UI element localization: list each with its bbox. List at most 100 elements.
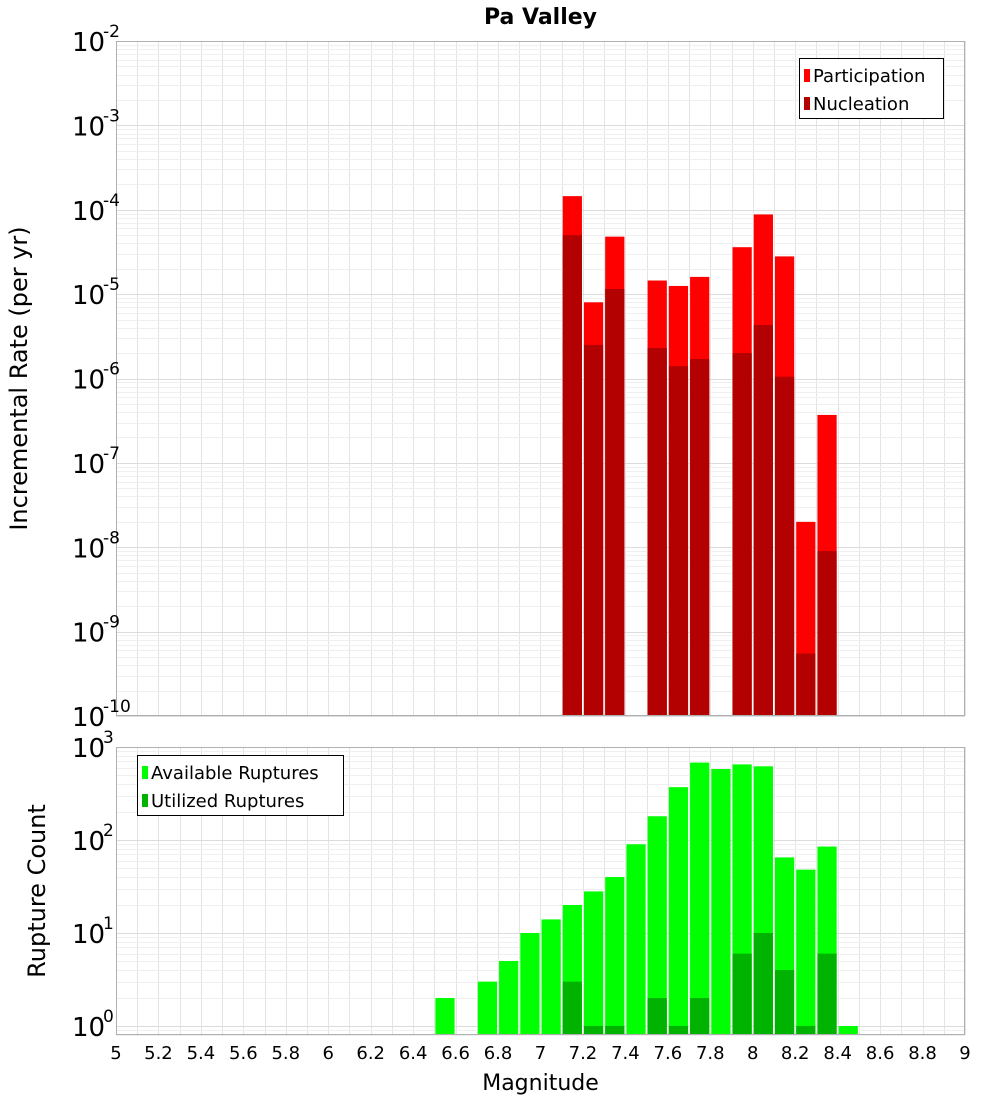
- x-tick-label: 6.4: [399, 1043, 428, 1064]
- y-tick-base: 10: [72, 703, 105, 733]
- series-nucleation: [562, 235, 837, 716]
- y-tick-exponent: -7: [103, 444, 120, 464]
- bar: [583, 1025, 604, 1035]
- panel-1: 10-210-310-410-510-610-710-810-910-10Inc…: [5, 5, 966, 733]
- chart-title: Pa Valley: [484, 5, 597, 30]
- y-tick-label: 10-5: [72, 275, 120, 311]
- bar: [562, 235, 582, 716]
- x-tick-label: 6.8: [484, 1043, 513, 1064]
- y-tick-exponent: 3: [103, 728, 114, 748]
- y-tick-label: 10-4: [72, 191, 120, 227]
- x-tick-label: 9: [959, 1043, 970, 1064]
- y-tick-label: 10-10: [72, 697, 131, 733]
- legend-label: Nucleation: [813, 94, 909, 115]
- y-tick-base: 10: [72, 366, 105, 396]
- y-tick-exponent: -4: [103, 191, 120, 211]
- bar: [817, 953, 837, 1035]
- x-tick-label: 7: [535, 1043, 546, 1064]
- x-tick-label: 8.4: [823, 1043, 852, 1064]
- x-tick-label: 6.6: [441, 1043, 470, 1064]
- bar: [711, 769, 731, 1035]
- legend-swatch: [142, 766, 148, 779]
- x-tick-label: 5.2: [144, 1043, 173, 1064]
- x-tick-label: 5: [110, 1043, 121, 1064]
- legend-swatch: [142, 794, 148, 807]
- bar: [562, 981, 582, 1035]
- y-tick-label: 103: [72, 728, 114, 764]
- legend-label: Available Ruptures: [151, 763, 319, 784]
- bar: [668, 366, 689, 716]
- legend: Available Ruptures Utilized Ruptures: [137, 755, 344, 816]
- bar: [668, 787, 689, 1035]
- y-tick-label: 10-2: [72, 22, 120, 58]
- bar: [774, 969, 795, 1035]
- y-tick-base: 10: [72, 827, 105, 857]
- y-tick-label: 10-6: [72, 360, 120, 396]
- bar: [668, 1025, 689, 1035]
- y-tick-exponent: 1: [103, 914, 114, 934]
- bar: [774, 376, 795, 716]
- y-tick-label: 102: [72, 821, 114, 857]
- bar: [541, 919, 561, 1035]
- y-tick-base: 10: [72, 734, 105, 764]
- bar: [732, 953, 752, 1035]
- legend-box: [799, 58, 944, 119]
- legend-swatch: [804, 69, 810, 82]
- bar: [753, 325, 773, 716]
- x-tick-label: 8.2: [781, 1043, 810, 1064]
- legend-swatch: [804, 97, 810, 110]
- x-tick-label: 7.6: [654, 1043, 683, 1064]
- y-tick-exponent: 2: [103, 821, 114, 841]
- y-tick-label: 10-9: [72, 613, 120, 649]
- bar: [583, 891, 604, 1035]
- y-tick-base: 10: [72, 197, 105, 227]
- bar: [605, 289, 625, 716]
- bar: [605, 1025, 625, 1035]
- bar: [435, 997, 455, 1035]
- plot-border: [116, 747, 965, 1035]
- x-tick-label: 7.4: [611, 1043, 640, 1064]
- y-tick-exponent: -8: [103, 528, 120, 548]
- y-tick-base: 10: [72, 619, 105, 649]
- x-tick-label: 5.4: [187, 1043, 216, 1064]
- bar: [499, 960, 519, 1035]
- bar: [690, 997, 710, 1035]
- y-tick-label: 10-8: [72, 528, 120, 564]
- plot-border: [116, 41, 965, 716]
- x-tick-label: 8.8: [908, 1043, 937, 1064]
- y-tick-base: 10: [72, 534, 105, 564]
- y-tick-base: 10: [72, 281, 105, 311]
- bar: [817, 551, 837, 716]
- bar: [647, 816, 667, 1035]
- grid: [116, 41, 966, 717]
- bar: [796, 1025, 816, 1035]
- x-tick-label: 5.8: [271, 1043, 300, 1064]
- x-tick-label: 7.2: [569, 1043, 598, 1064]
- y-tick-exponent: -6: [103, 360, 120, 380]
- x-tick-label: 6.2: [356, 1043, 385, 1064]
- bar: [477, 981, 498, 1035]
- bar: [838, 1025, 858, 1035]
- bar: [753, 932, 773, 1035]
- x-axis-label: Magnitude: [482, 1071, 599, 1096]
- y-tick-exponent: 0: [103, 1007, 114, 1027]
- y-tick-label: 10-3: [72, 106, 120, 142]
- legend-label: Utilized Ruptures: [151, 791, 304, 812]
- y-axis-label: Incremental Rate (per yr): [5, 226, 33, 530]
- y-tick-label: 10-7: [72, 444, 120, 480]
- y-tick-exponent: -2: [103, 22, 120, 42]
- x-tick-label: 8.6: [866, 1043, 895, 1064]
- bar: [690, 359, 710, 716]
- y-tick-base: 10: [72, 1013, 105, 1043]
- series-utilized-ruptures: [562, 932, 837, 1035]
- y-tick-exponent: -9: [103, 613, 120, 633]
- bar: [520, 932, 540, 1035]
- y-tick-base: 10: [72, 920, 105, 950]
- legend: Participation Nucleation: [799, 58, 944, 119]
- y-tick-exponent: -3: [103, 106, 120, 126]
- y-tick-base: 10: [72, 28, 105, 58]
- legend-box: [137, 755, 344, 816]
- bar: [647, 347, 667, 716]
